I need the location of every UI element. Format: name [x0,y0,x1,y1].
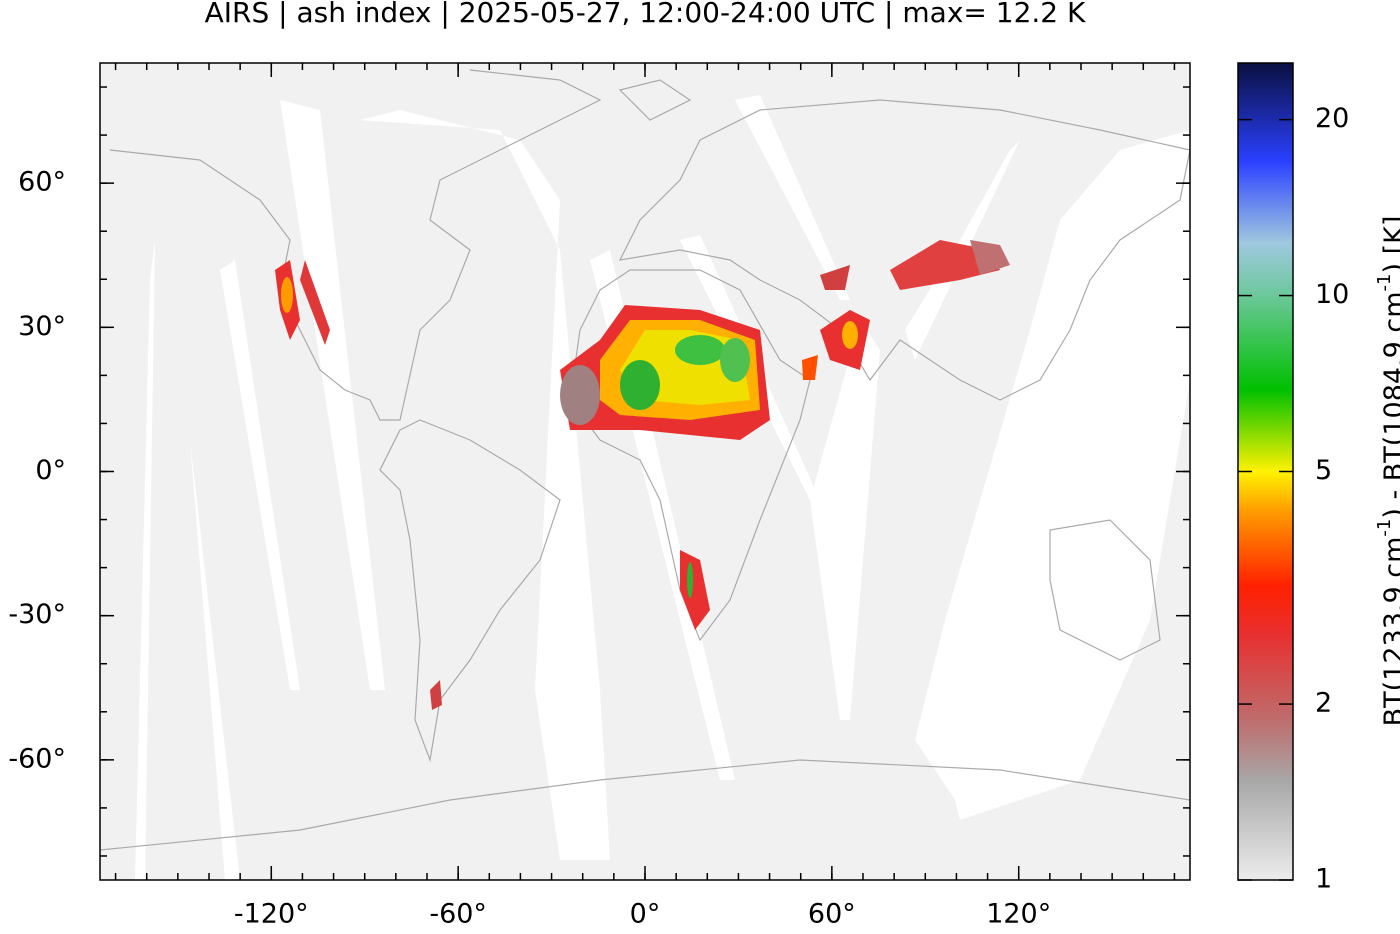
y-tick-label: -60° [8,743,66,774]
x-tick-label: -120° [234,899,309,930]
y-tick-label: 0° [35,455,66,486]
colorbar-tick-label: 2 [1315,688,1332,719]
y-tick-label: 60° [18,167,66,198]
chart-title: AIRS | ash index | 2025-05-27, 12:00-24:… [205,0,1086,29]
colorbar-tick-label: 10 [1315,279,1349,310]
label-part: ) - BT(1084.9 cm [1379,291,1400,518]
colorbar-label: BT(1233.9 cm-1) - BT(1084.9 cm-1) [K] [1374,216,1400,727]
superscript: -1 [1374,274,1395,292]
colorbar-tick-label: 5 [1315,455,1332,486]
map-area [100,63,1190,880]
x-tick-label: 120° [986,899,1051,930]
y-tick-label: 30° [18,311,66,342]
y-tick-label: -30° [8,599,66,630]
label-part: BT(1233.9 cm [1379,537,1400,727]
colorbar-tick-label: 1 [1315,864,1332,895]
label-part: ) [K] [1379,216,1400,274]
x-tick-label: 60° [808,899,856,930]
superscript: -1 [1374,519,1395,537]
x-tick-label: 0° [630,899,661,930]
x-tick-label: -60° [429,899,487,930]
colorbar-tick-label: 20 [1315,103,1349,134]
